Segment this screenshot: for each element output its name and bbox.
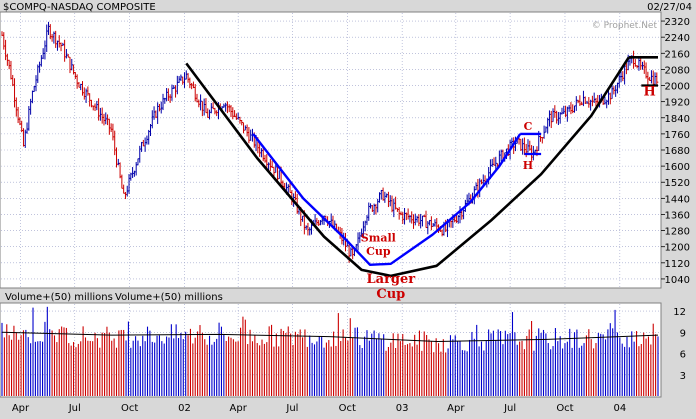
price-tick-label: 1520 — [665, 178, 690, 189]
chart-date: 02/27/04 — [647, 2, 692, 13]
time-tick-label: Oct — [121, 403, 138, 414]
time-tick-label: Oct — [556, 403, 573, 414]
small-handle-label: H — [523, 159, 533, 172]
volume-axis: 3 6 9 12 — [673, 307, 686, 382]
price-tick-label: 1680 — [665, 146, 690, 157]
time-tick-label: Apr — [230, 403, 248, 414]
time-tick-label: Apr — [447, 403, 465, 414]
larger-cup-label-line2: Cup — [376, 287, 405, 302]
price-tick-label: 1760 — [665, 130, 690, 141]
volume-bars — [1, 306, 659, 396]
volume-tick-label: 9 — [680, 328, 686, 339]
price-axis: 2320 2240 2160 2080 2000 1920 1840 1760 1680 1600… — [661, 17, 690, 286]
small-cup-c-label: C — [524, 120, 533, 133]
price-tick-label: 1600 — [665, 162, 690, 173]
time-tick-label: 02 — [178, 403, 191, 414]
price-tick-label: 1360 — [665, 210, 690, 221]
volume-average-line — [1, 331, 659, 343]
watermark: © Prophet.Net — [592, 21, 658, 31]
time-tick-label: 04 — [613, 403, 626, 414]
time-tick-label: Apr — [12, 403, 30, 414]
volume-title-2: Volume+(50) millions — [115, 292, 223, 303]
chart-title: $COMPQ-NASDAQ COMPOSITE — [3, 2, 156, 13]
volume-tick-label: 6 — [680, 350, 686, 361]
volume-title: Volume+(50) millions — [5, 292, 113, 303]
price-tick-label: 2320 — [665, 17, 690, 28]
price-tick-label: 1120 — [665, 259, 690, 270]
price-tick-label: 2160 — [665, 49, 690, 60]
volume-plot-area — [0, 302, 662, 398]
small-cup-line — [252, 133, 522, 266]
larger-cup-label-line1: Larger — [367, 272, 416, 287]
price-tick-label: 2240 — [665, 33, 690, 44]
price-tick-label: 1840 — [665, 114, 690, 125]
time-tick-label: 03 — [396, 403, 409, 414]
small-cup-label-line1: Small — [361, 232, 396, 245]
small-cup-label-line2: Cup — [366, 245, 391, 258]
larger-cup-line — [185, 56, 630, 278]
price-tick-label: 2000 — [665, 82, 690, 93]
handle-label: H — [644, 85, 656, 100]
pattern-overlays — [185, 55, 658, 278]
volume-tick-label: 3 — [680, 371, 686, 382]
price-tick-label: 1440 — [665, 194, 690, 205]
time-tick-label: Oct — [339, 403, 356, 414]
price-tick-label: 2080 — [665, 65, 690, 76]
price-bars — [1, 21, 659, 263]
time-tick-label: Jul — [68, 403, 81, 414]
time-tick-label: Jul — [503, 403, 516, 414]
price-tick-label: 1040 — [665, 275, 690, 286]
volume-tick-label: 12 — [673, 307, 686, 318]
price-tick-label: 1200 — [665, 243, 690, 254]
time-tick-label: Jul — [285, 403, 298, 414]
price-tick-label: 1280 — [665, 227, 690, 238]
price-tick-label: 1920 — [665, 98, 690, 109]
time-axis: Apr Jul Oct 02 Apr Jul Oct 03 Apr Jul Oct 04 — [12, 403, 626, 414]
